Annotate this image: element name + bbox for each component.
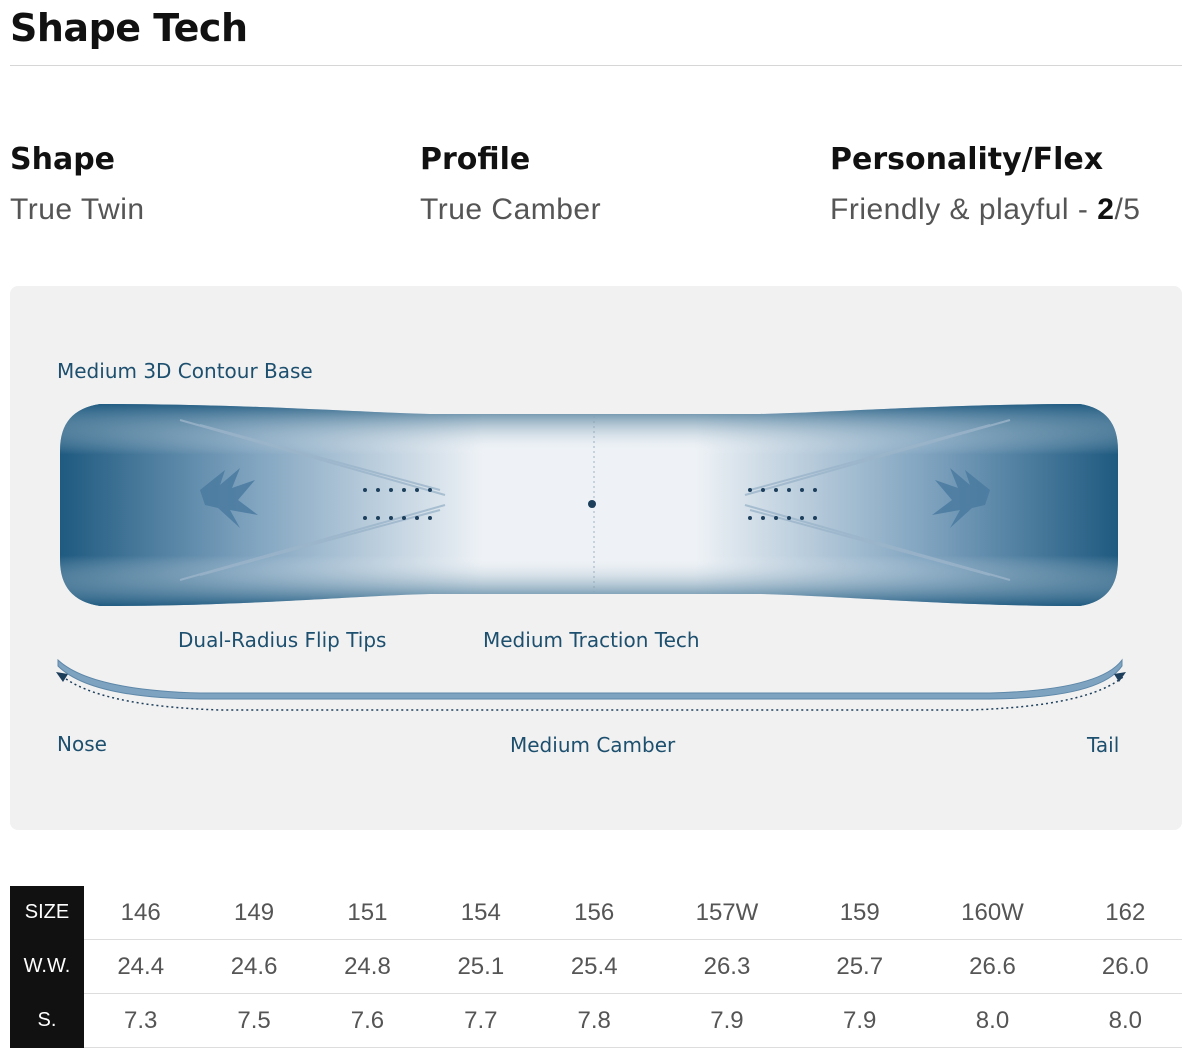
camber-arrows bbox=[56, 672, 1126, 682]
row-header: S. bbox=[10, 993, 84, 1048]
flex-max: /5 bbox=[1114, 193, 1141, 226]
table-cell: 149 bbox=[197, 886, 311, 940]
camber-profile bbox=[57, 658, 1123, 700]
spec-label: Profile bbox=[420, 142, 531, 177]
table-row: W.W. 24.4 24.6 24.8 25.1 25.4 26.3 25.7 26.6 26.0 bbox=[10, 939, 1182, 994]
table-cell: 26.6 bbox=[916, 939, 1069, 994]
section-title: Shape Tech bbox=[10, 6, 248, 50]
table-row: S. 7.3 7.5 7.6 7.7 7.8 7.9 7.9 8.0 8.0 bbox=[10, 993, 1182, 1048]
row-header: W.W. bbox=[10, 939, 84, 994]
table-cell: 7.9 bbox=[650, 993, 804, 1048]
spec-label: Personality/Flex bbox=[830, 142, 1104, 177]
table-row: SIZE 146 149 151 154 156 157W 159 160W 162 bbox=[10, 886, 1182, 940]
diagram-label: Medium 3D Contour Base bbox=[57, 359, 313, 383]
table-cell: 154 bbox=[424, 886, 538, 940]
table-cell: 159 bbox=[803, 886, 917, 940]
table-cell: 7.6 bbox=[310, 993, 425, 1048]
board-diagram bbox=[56, 404, 1126, 711]
spec-text: Friendly & playful - bbox=[830, 193, 1089, 226]
table-cell: 146 bbox=[84, 886, 198, 940]
diagram-label: Medium Traction Tech bbox=[483, 628, 700, 652]
spec: Shape True Twin bbox=[10, 142, 145, 227]
size-table: SIZE 146 149 151 154 156 157W 159 160W 162 W.W. 24.… bbox=[10, 886, 1182, 1048]
table-cell: 157W bbox=[650, 886, 804, 940]
spec: Profile True Camber bbox=[420, 142, 601, 227]
table-cell: 24.4 bbox=[84, 939, 198, 994]
diagram-panel: Medium 3D Contour Base Dual-Radius Flip … bbox=[10, 286, 1182, 830]
spec-label: Shape bbox=[10, 142, 116, 177]
table-cell: 7.8 bbox=[537, 993, 651, 1048]
board-graphics bbox=[179, 416, 1011, 592]
table-cell: 24.6 bbox=[197, 939, 311, 994]
table-cell: 24.8 bbox=[310, 939, 425, 994]
table-cell: 8.0 bbox=[1068, 993, 1182, 1048]
table-cell: 151 bbox=[310, 886, 425, 940]
table-cell: 25.4 bbox=[537, 939, 651, 994]
table-cell: 7.7 bbox=[424, 993, 538, 1048]
table-cell: 156 bbox=[537, 886, 651, 940]
table-cell: 7.3 bbox=[84, 993, 198, 1048]
spec: Personality/Flex Friendly & playful - 2/… bbox=[830, 142, 1141, 227]
diagram-label: Medium Camber bbox=[510, 733, 676, 757]
table-cell: 7.9 bbox=[803, 993, 917, 1048]
table-cell: 26.0 bbox=[1068, 939, 1182, 994]
spec-value: True Twin bbox=[10, 193, 145, 226]
diagram-label: Nose bbox=[57, 732, 107, 756]
flex-rating: 2 bbox=[1097, 193, 1115, 226]
insert-holes bbox=[363, 488, 817, 520]
logo bbox=[200, 468, 990, 528]
table-cell: 7.5 bbox=[197, 993, 311, 1048]
diagram-label: Tail bbox=[1087, 733, 1120, 757]
table-cell: 162 bbox=[1068, 886, 1182, 940]
table-cell: 25.7 bbox=[803, 939, 917, 994]
table-cell: 160W bbox=[916, 886, 1069, 940]
table-cell: 25.1 bbox=[424, 939, 538, 994]
diagram-label: Dual-Radius Flip Tips bbox=[178, 628, 387, 652]
table-cell: 26.3 bbox=[650, 939, 804, 994]
spec-value: True Camber bbox=[420, 193, 602, 226]
table-cell: 8.0 bbox=[916, 993, 1069, 1048]
spec-value: Friendly & playful - 2/5 bbox=[830, 193, 1141, 227]
row-header: SIZE bbox=[10, 886, 84, 940]
divider bbox=[10, 65, 1182, 66]
